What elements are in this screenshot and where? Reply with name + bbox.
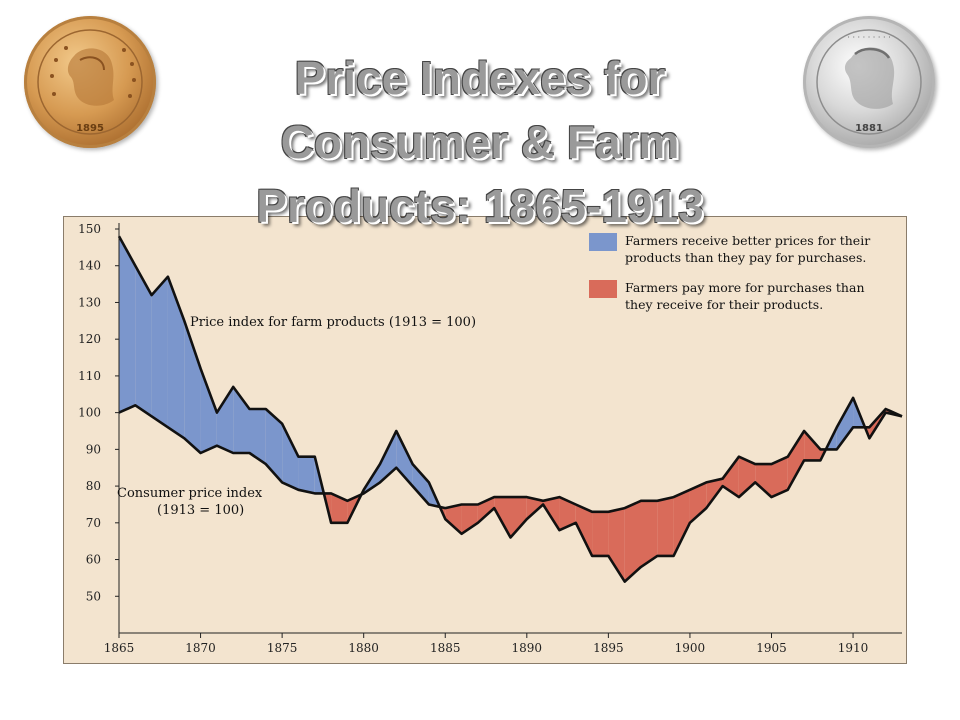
consumer-price-line: [118, 404, 903, 514]
farm-deficit-area: [592, 511, 609, 556]
farm-deficit-area: [575, 504, 593, 556]
y-tick-label: 150: [78, 222, 101, 236]
farm-deficit-area: [738, 456, 756, 498]
y-tick-label: 130: [78, 295, 101, 309]
x-tick-label: 1885: [430, 641, 461, 655]
y-tick-label: 90: [86, 442, 101, 456]
farm-deficit-area: [526, 497, 544, 520]
farm-price-line: [117, 235, 903, 583]
y-tick-label: 140: [78, 259, 101, 273]
x-tick-label: 1890: [512, 641, 543, 655]
farm-deficit-area: [641, 500, 658, 567]
farm-surplus-area: [282, 423, 299, 490]
farm-deficit-area: [331, 493, 348, 523]
farm-surplus-area: [216, 386, 234, 454]
x-tick-label: 1895: [593, 641, 624, 655]
gold-coin-image: 1895: [24, 16, 156, 148]
farm-surplus-area: [151, 276, 168, 428]
farm-deficit-area: [494, 497, 511, 538]
farm-deficit-area: [673, 489, 690, 556]
chart-panel: 50 60 70 80 90 100 110 120 130 140 150 1865 1870 1875…: [63, 216, 907, 664]
farm-deficit-area: [445, 504, 462, 534]
y-tick-label: 70: [86, 516, 101, 530]
y-tick-label: 50: [86, 589, 101, 603]
silver-coin-image: · · · · · · · · · 1881: [803, 16, 935, 148]
x-tick-label: 1900: [675, 641, 706, 655]
title-line-3: Products: 1865-1913: [256, 180, 704, 232]
cpi-series-label: Consumer price index: [117, 486, 263, 501]
x-tick-label: 1870: [185, 641, 216, 655]
gold-coin-icon: [37, 29, 143, 135]
legend-swatch-worse: [589, 280, 617, 298]
svg-text:· · · · · · · · ·: · · · · · · · · ·: [847, 33, 890, 42]
x-tick-label: 1880: [348, 641, 379, 655]
farm-surplus-area: [298, 456, 315, 494]
farm-series-label: Price index for farm products (1913 = 10…: [190, 315, 476, 330]
legend-text: Farmers pay more for purchases than: [625, 280, 865, 295]
legend-swatch-better: [589, 233, 617, 251]
farm-deficit-area: [559, 497, 576, 531]
farm-deficit-area: [608, 508, 625, 582]
y-tick-label: 80: [86, 479, 101, 493]
price-index-chart: 50 60 70 80 90 100 110 120 130 140 150 1865 1870 1875…: [78, 222, 903, 655]
farm-deficit-area: [689, 482, 707, 523]
farm-deficit-area: [722, 456, 739, 498]
farm-deficit-area: [461, 504, 478, 534]
x-tick-label: 1865: [104, 641, 135, 655]
x-tick-label: 1905: [756, 641, 787, 655]
title-line-2: Consumer & Farm: [280, 116, 680, 168]
farm-surplus-area: [412, 464, 429, 505]
legend-text: they receive for their products.: [625, 297, 823, 312]
legend-text: products than they pay for purchases.: [625, 250, 866, 265]
farm-deficit-area: [820, 449, 826, 461]
gold-coin-year: 1895: [76, 123, 104, 134]
x-tick-label: 1875: [267, 641, 298, 655]
farm-surplus-area: [200, 368, 217, 454]
farm-surplus-area: [265, 408, 283, 483]
y-tick-label: 110: [78, 369, 101, 383]
farm-deficit-area: [755, 464, 772, 498]
farm-surplus-area: [380, 431, 397, 483]
farm-deficit-area: [804, 431, 821, 461]
legend-text: Farmers receive better prices for their: [625, 233, 870, 248]
farm-surplus-area: [135, 265, 152, 417]
farm-surplus-area: [184, 320, 201, 454]
farm-deficit-area: [510, 497, 527, 538]
farm-deficit-area: [787, 431, 805, 490]
silver-coin-year: 1881: [855, 123, 883, 134]
farm-surplus-area: [836, 397, 854, 450]
title-line-1: Price Indexes for: [294, 52, 666, 104]
farm-deficit-area: [771, 456, 788, 498]
y-tick-label: 100: [78, 406, 101, 420]
silver-coin-icon: · · · · · · · · ·: [816, 29, 922, 135]
farm-surplus-area: [249, 408, 266, 465]
slide-title: Price Indexes for Consumer & Farm Produc…: [150, 46, 810, 238]
farm-deficit-area: [657, 497, 674, 556]
farm-deficit-area: [624, 500, 641, 582]
farm-surplus-area: [119, 236, 136, 413]
y-tick-label: 120: [78, 332, 101, 346]
farm-surplus-area: [167, 276, 185, 439]
cpi-series-label-sub: (1913 = 100): [157, 503, 244, 518]
y-tick-label: 60: [86, 553, 101, 567]
x-tick-label: 1910: [838, 641, 869, 655]
